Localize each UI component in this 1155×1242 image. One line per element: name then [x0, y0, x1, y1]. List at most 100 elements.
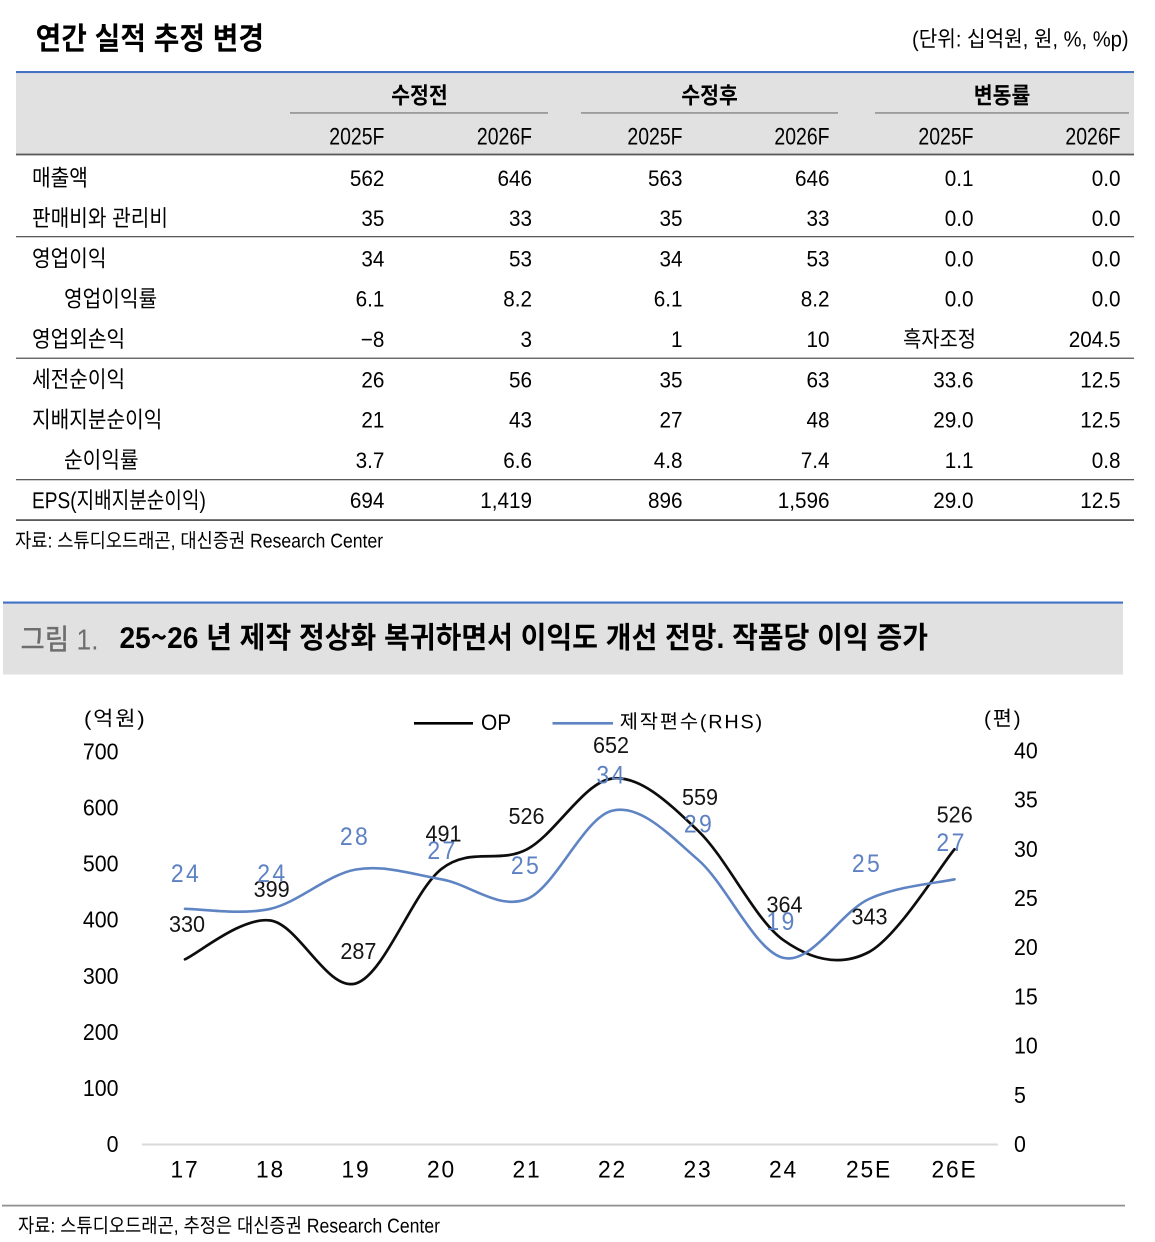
- svg-text:6.6: 6.6: [503, 447, 532, 473]
- svg-text:6.1: 6.1: [356, 286, 385, 312]
- svg-text:30: 30: [1014, 836, 1038, 862]
- svg-text:10: 10: [806, 326, 829, 352]
- svg-text:35: 35: [659, 366, 682, 392]
- svg-text:43: 43: [509, 407, 532, 433]
- svg-text:40: 40: [1014, 738, 1038, 764]
- svg-text:26: 26: [361, 366, 384, 392]
- svg-text:1: 1: [671, 326, 683, 352]
- svg-text:15: 15: [1014, 984, 1038, 1010]
- svg-text:100: 100: [83, 1075, 119, 1101]
- svg-text:12.5: 12.5: [1080, 366, 1120, 392]
- svg-text:24: 24: [769, 1157, 798, 1184]
- svg-text:0: 0: [107, 1131, 119, 1157]
- svg-text:29: 29: [684, 811, 714, 839]
- svg-text:29.0: 29.0: [933, 407, 973, 433]
- svg-text:20: 20: [427, 1157, 456, 1184]
- svg-text:27: 27: [659, 407, 682, 433]
- svg-text:526: 526: [937, 802, 973, 828]
- svg-text:34: 34: [596, 762, 626, 790]
- svg-text:17: 17: [170, 1157, 199, 1184]
- svg-text:2026F: 2026F: [477, 123, 532, 150]
- svg-text:10: 10: [1014, 1033, 1038, 1059]
- svg-text:200: 200: [83, 1019, 119, 1045]
- svg-text:2025F: 2025F: [627, 123, 682, 150]
- svg-text:25: 25: [852, 850, 882, 878]
- svg-text:5: 5: [1014, 1082, 1026, 1108]
- svg-text:28: 28: [340, 823, 370, 851]
- svg-text:0.0: 0.0: [945, 286, 974, 312]
- svg-text:25: 25: [1014, 885, 1038, 911]
- svg-text:526: 526: [508, 803, 544, 829]
- svg-text:0.0: 0.0: [1092, 205, 1121, 231]
- svg-text:33: 33: [806, 205, 829, 231]
- svg-text:2026F: 2026F: [1065, 123, 1120, 150]
- svg-text:694: 694: [350, 487, 385, 513]
- svg-text:559: 559: [682, 784, 718, 810]
- svg-text:27: 27: [427, 837, 457, 865]
- svg-text:896: 896: [648, 487, 683, 513]
- svg-text:0.0: 0.0: [945, 246, 974, 272]
- svg-text:2025F: 2025F: [329, 123, 384, 150]
- svg-text:364: 364: [766, 892, 802, 918]
- svg-text:646: 646: [497, 165, 532, 191]
- svg-text:53: 53: [509, 246, 532, 272]
- svg-text:33.6: 33.6: [933, 366, 973, 392]
- svg-text:19: 19: [341, 1157, 370, 1184]
- svg-text:19: 19: [766, 908, 796, 936]
- svg-text:0: 0: [1014, 1131, 1026, 1157]
- svg-text:3.7: 3.7: [356, 447, 385, 473]
- svg-text:8.2: 8.2: [503, 286, 532, 312]
- svg-text:0.0: 0.0: [1092, 246, 1121, 272]
- svg-text:500: 500: [83, 851, 119, 877]
- svg-text:562: 562: [350, 165, 385, 191]
- svg-text:1,419: 1,419: [480, 487, 532, 513]
- svg-text:1,596: 1,596: [778, 487, 830, 513]
- svg-text:63: 63: [806, 366, 829, 392]
- svg-text:700: 700: [83, 739, 119, 765]
- svg-text:34: 34: [659, 246, 682, 272]
- svg-text:20: 20: [1014, 935, 1038, 961]
- svg-text:23: 23: [683, 1157, 712, 1184]
- svg-text:300: 300: [83, 963, 119, 989]
- svg-text:24: 24: [257, 860, 287, 888]
- svg-text:2025F: 2025F: [918, 123, 973, 150]
- svg-text:0.8: 0.8: [1092, 447, 1121, 473]
- svg-text:0.0: 0.0: [1092, 165, 1121, 191]
- svg-text:0.0: 0.0: [945, 205, 974, 231]
- svg-text:1.1: 1.1: [945, 447, 974, 473]
- svg-text:29.0: 29.0: [933, 487, 973, 513]
- svg-text:48: 48: [806, 407, 829, 433]
- svg-text:3: 3: [520, 326, 532, 352]
- svg-text:18: 18: [256, 1157, 285, 1184]
- svg-text:OP: OP: [481, 709, 511, 735]
- svg-text:330: 330: [169, 911, 205, 937]
- svg-text:2026F: 2026F: [774, 123, 829, 150]
- svg-text:27: 27: [936, 829, 966, 857]
- svg-text:21: 21: [361, 407, 384, 433]
- svg-text:25E: 25E: [846, 1157, 892, 1184]
- svg-text:21: 21: [512, 1157, 541, 1184]
- svg-text:6.1: 6.1: [654, 286, 683, 312]
- svg-text:22: 22: [598, 1157, 627, 1184]
- svg-text:600: 600: [83, 795, 119, 821]
- svg-text:7.4: 7.4: [801, 447, 830, 473]
- svg-text:25: 25: [511, 852, 541, 880]
- svg-text:26E: 26E: [931, 1157, 977, 1184]
- svg-text:33: 33: [509, 205, 532, 231]
- svg-text:8.2: 8.2: [801, 286, 830, 312]
- svg-text:56: 56: [509, 366, 532, 392]
- svg-text:12.5: 12.5: [1080, 487, 1120, 513]
- svg-text:491: 491: [425, 821, 461, 847]
- svg-text:0.1: 0.1: [945, 165, 974, 191]
- svg-text:53: 53: [806, 246, 829, 272]
- svg-text:0.0: 0.0: [1092, 286, 1121, 312]
- svg-text:34: 34: [361, 246, 384, 272]
- svg-text:563: 563: [648, 165, 683, 191]
- svg-text:343: 343: [851, 904, 887, 930]
- svg-text:35: 35: [1014, 787, 1038, 813]
- svg-text:35: 35: [361, 205, 384, 231]
- svg-text:646: 646: [795, 165, 830, 191]
- svg-text:399: 399: [254, 876, 290, 902]
- svg-text:−8: −8: [361, 326, 385, 352]
- svg-text:12.5: 12.5: [1080, 407, 1120, 433]
